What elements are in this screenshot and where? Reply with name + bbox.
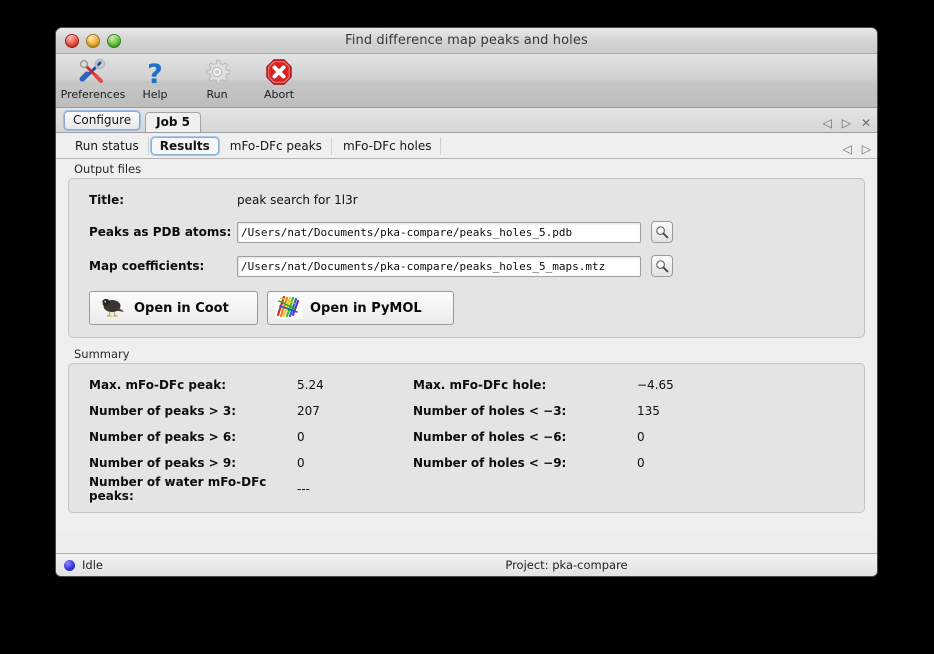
peaks-pdb-label: Peaks as PDB atoms: (89, 225, 232, 239)
close-button[interactable] (65, 33, 79, 48)
toolbar-button-preferences[interactable]: Preferences (60, 54, 126, 106)
summary-value-a: 207 (297, 404, 320, 418)
close-icon[interactable]: ✕ (860, 116, 871, 130)
summary-value-a: 0 (297, 456, 305, 470)
toolbar-label-run: Run (206, 88, 228, 101)
tab-run-status[interactable]: Run status (66, 136, 149, 155)
gear-icon (203, 57, 231, 87)
toolbar-button-abort[interactable]: Abort (248, 54, 310, 106)
peaks-pdb-row: Peaks as PDB atoms: /Users/nat/Documents… (69, 215, 864, 249)
summary-row: Number of peaks > 6: 0 Number of holes <… (69, 424, 864, 450)
summary-label-a: Number of peaks > 9: (89, 456, 237, 470)
next-arrow-icon[interactable]: ▷ (861, 142, 871, 156)
status-indicator-icon (64, 559, 75, 571)
peaks-pdb-browse-button[interactable] (651, 221, 673, 243)
summary-row: Number of peaks > 3: 207 Number of holes… (69, 398, 864, 424)
output-files-panel: Title: peak search for 1l3r Peaks as PDB… (68, 178, 865, 338)
main-toolbar: Preferences ? Help (56, 54, 877, 108)
magnifier-icon (656, 260, 669, 273)
toolbar-label-help: Help (142, 88, 168, 101)
map-coefficients-browse-button[interactable] (651, 255, 673, 277)
map-coefficients-input[interactable]: /Users/nat/Documents/pka-compare/peaks_h… (237, 255, 641, 277)
summary-label-b: Number of holes < −3: (413, 404, 567, 418)
status-bar: Idle Project: pka-compare (56, 553, 877, 576)
output-files-group-label: Output files (74, 162, 142, 176)
configure-button[interactable]: Configure (64, 111, 141, 130)
summary-group-label: Summary (74, 347, 130, 361)
summary-label-a: Number of water mFo-DFc peaks: (89, 475, 267, 503)
summary-value-b: 0 (637, 430, 645, 444)
prev-arrow-icon[interactable]: ◁ (842, 142, 852, 156)
next-arrow-icon[interactable]: ▷ (841, 116, 851, 130)
job-tab-strip: Configure Job 5 ◁ ▷ ✕ (56, 108, 877, 133)
title-label: Title: (89, 193, 125, 207)
summary-label-b: Number of holes < −9: (413, 456, 567, 470)
magnifier-icon (656, 226, 669, 239)
summary-value-a: --- (297, 482, 310, 496)
tab-strip-nav: ◁ ▷ (843, 143, 871, 155)
summary-value-a: 5.24 (297, 378, 324, 392)
open-in-pymol-label: Open in PyMOL (310, 300, 422, 316)
window-title: Find difference map peaks and holes (345, 33, 588, 48)
tools-icon (78, 57, 108, 87)
toolbar-label-abort: Abort (263, 88, 295, 101)
summary-value-a: 0 (297, 430, 305, 444)
summary-label-a: Number of peaks > 6: (89, 430, 237, 444)
tab-results[interactable]: Results (150, 136, 219, 155)
summary-value-b: 135 (637, 404, 660, 418)
coot-bird-icon (97, 294, 127, 323)
project-label: Project: pka-compare (505, 558, 628, 572)
tab-mfo-dfc-peaks[interactable]: mFo-DFc peaks (221, 136, 332, 155)
map-coefficients-row: Map coefficients: /Users/nat/Documents/p… (69, 249, 864, 283)
summary-row: Max. mFo-DFc peak: 5.24 Max. mFo-DFc hol… (69, 372, 864, 398)
title-value: peak search for 1l3r (237, 193, 358, 207)
summary-label-b: Number of holes < −6: (413, 430, 567, 444)
summary-panel: Max. mFo-DFc peak: 5.24 Max. mFo-DFc hol… (68, 363, 865, 513)
toolbar-button-help[interactable]: ? Help (124, 54, 186, 106)
results-content: Output files Title: peak search for 1l3r… (56, 159, 877, 530)
stop-x-icon (265, 57, 293, 87)
summary-label-a: Number of peaks > 3: (89, 404, 237, 418)
zoom-button[interactable] (107, 33, 121, 48)
results-tab-strip: Run status Results mFo-DFc peaks mFo-DFc… (56, 133, 877, 159)
toolbar-label-preferences: Preferences (60, 88, 126, 101)
summary-value-b: −4.65 (637, 378, 674, 392)
summary-label-a: Max. mFo-DFc peak: (89, 378, 227, 392)
summary-value-b: 0 (637, 456, 645, 470)
tab-mfo-dfc-holes[interactable]: mFo-DFc holes (334, 136, 442, 155)
toolbar-button-run[interactable]: Run (186, 54, 248, 106)
minimize-button[interactable] (86, 33, 100, 48)
pymol-ribbon-icon (275, 292, 303, 324)
open-in-coot-label: Open in Coot (134, 300, 229, 316)
viewer-buttons-row: Open in Coot (69, 283, 864, 337)
window-controls (65, 33, 121, 48)
application-window: Find difference map peaks and holes (56, 28, 877, 576)
summary-row: Number of water mFo-DFc peaks: --- (69, 475, 864, 503)
summary-label-b: Max. mFo-DFc hole: (413, 378, 547, 392)
map-coefficients-label: Map coefficients: (89, 259, 205, 273)
status-text: Idle (82, 558, 103, 572)
summary-row: Number of peaks > 9: 0 Number of holes <… (69, 450, 864, 476)
question-mark-icon: ? (142, 57, 168, 87)
svg-text:?: ? (147, 59, 163, 86)
prev-arrow-icon[interactable]: ◁ (822, 116, 832, 130)
peaks-pdb-input[interactable]: /Users/nat/Documents/pka-compare/peaks_h… (237, 221, 641, 243)
job-strip-nav: ◁ ▷ ✕ (822, 117, 871, 129)
window-titlebar[interactable]: Find difference map peaks and holes (56, 28, 877, 54)
title-row: Title: peak search for 1l3r (69, 185, 864, 215)
open-in-pymol-button[interactable]: Open in PyMOL (267, 291, 454, 325)
job-tab-job-5[interactable]: Job 5 (145, 112, 201, 132)
open-in-coot-button[interactable]: Open in Coot (89, 291, 258, 325)
